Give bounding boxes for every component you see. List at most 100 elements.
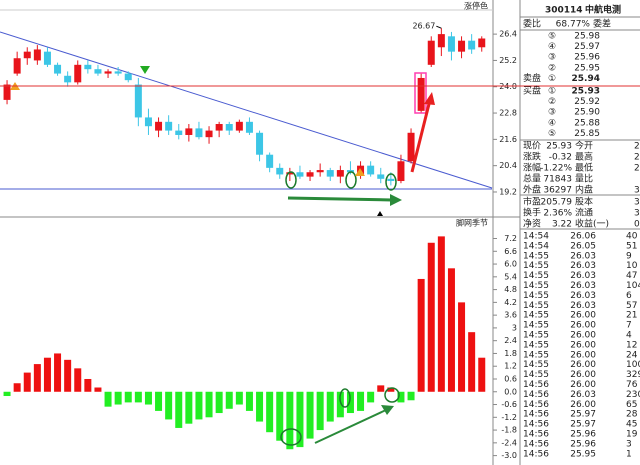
candle-body <box>346 170 354 173</box>
bar <box>175 391 183 428</box>
candle-body <box>235 121 243 131</box>
level: ② <box>548 63 556 73</box>
bar <box>13 383 21 392</box>
bar <box>195 391 203 420</box>
y-tick-label: 6.0 <box>504 260 517 269</box>
candle-body <box>326 170 334 177</box>
chart-title: 涨停色 <box>464 1 488 11</box>
y-tick-label: 3 <box>512 323 517 332</box>
candle-body <box>468 40 476 50</box>
tick-time: 14:56 <box>523 410 549 420</box>
candle-body <box>205 130 213 138</box>
bar <box>306 391 314 439</box>
bar <box>94 387 102 392</box>
price: 25.94 <box>572 74 600 84</box>
bar <box>124 391 132 403</box>
highlight-box <box>414 72 427 114</box>
tick-time: 14:55 <box>523 261 549 271</box>
diff-label: 委差 <box>593 18 611 30</box>
tick-price: 26.00 <box>570 311 596 321</box>
candle-body <box>407 132 415 162</box>
circle <box>345 171 357 189</box>
bar <box>134 391 142 403</box>
tick-price: 25.96 <box>570 430 596 440</box>
stat-value: 2 <box>634 142 640 152</box>
y-tick-label: 0.0 <box>504 387 517 396</box>
y-tick-label: -3.0 <box>501 451 517 460</box>
circle <box>339 388 351 408</box>
tick-time: 14:56 <box>523 449 549 459</box>
level: ② <box>548 97 556 107</box>
tick-time: 14:54 <box>523 241 549 251</box>
tick-price: 26.00 <box>570 340 596 350</box>
stock-code: 300114 <box>545 6 583 16</box>
candle-body <box>165 121 173 131</box>
bar <box>225 391 233 409</box>
tick-volume: 47 <box>626 271 637 281</box>
y-tick-label: 20.4 <box>499 161 517 170</box>
tick-volume: 57 <box>626 301 637 311</box>
y-tick-label: 6.6 <box>504 247 517 256</box>
bar <box>357 391 365 411</box>
candle-body <box>478 38 486 48</box>
stat-label: 涨跌 <box>523 152 541 163</box>
bar <box>114 391 122 405</box>
candle-body <box>185 128 193 135</box>
tick-time: 14:56 <box>523 420 549 430</box>
candle-body <box>316 170 324 173</box>
candle-body <box>155 121 163 131</box>
y-tick-label: 4.8 <box>504 285 517 294</box>
y-tick-label: 1.2 <box>504 362 517 371</box>
tick-price: 25.96 <box>570 439 596 449</box>
stat-value: 3 <box>634 186 640 196</box>
candle-body <box>417 77 425 111</box>
tick-price: 26.00 <box>570 331 596 341</box>
bar <box>64 359 72 392</box>
candle-body <box>427 40 435 65</box>
stat-label: 净资 <box>523 218 541 230</box>
stat-label: 外盘 <box>523 184 541 196</box>
price: 25.93 <box>572 87 600 97</box>
candle-body <box>64 75 72 83</box>
tick-time: 14:55 <box>523 291 549 301</box>
buy-label: 买盘 <box>523 85 541 97</box>
tick-time: 14:55 <box>523 281 549 291</box>
candle-body <box>124 73 132 81</box>
candle-body <box>134 84 142 118</box>
tick-time: 14:56 <box>523 400 549 410</box>
candle-body <box>276 167 284 175</box>
bar <box>377 385 385 392</box>
bar <box>346 391 354 414</box>
stat-label: 内盘 <box>575 184 593 196</box>
candle-body <box>447 36 455 52</box>
tick-time: 14:55 <box>523 321 549 331</box>
bar <box>144 391 152 405</box>
candle-body <box>387 178 395 182</box>
candle-body <box>296 172 304 177</box>
tick-price: 25.97 <box>570 410 596 420</box>
tick-volume: 21 <box>626 311 637 321</box>
stat-value: 0. <box>634 220 640 230</box>
tick-price: 26.00 <box>570 350 596 360</box>
tick-volume: 76 <box>626 380 638 390</box>
bar <box>235 391 243 405</box>
candle-body <box>397 161 405 182</box>
tick-price: 26.00 <box>570 321 596 331</box>
tick-price: 25.95 <box>570 449 596 459</box>
marker <box>377 211 383 216</box>
stat-label: 股本 <box>575 196 593 208</box>
price: 25.85 <box>574 129 600 139</box>
tick-volume: 1 <box>626 449 632 459</box>
level: ④ <box>548 42 556 52</box>
bar <box>296 391 304 448</box>
green-arrow <box>287 196 393 202</box>
bar <box>407 391 415 401</box>
bar <box>417 278 425 392</box>
bar <box>437 236 445 392</box>
tick-time: 14:55 <box>523 340 549 350</box>
price: 25.90 <box>574 108 600 118</box>
bar <box>266 391 274 433</box>
level: ① <box>548 74 556 84</box>
y-tick-label: 2.4 <box>504 336 517 345</box>
